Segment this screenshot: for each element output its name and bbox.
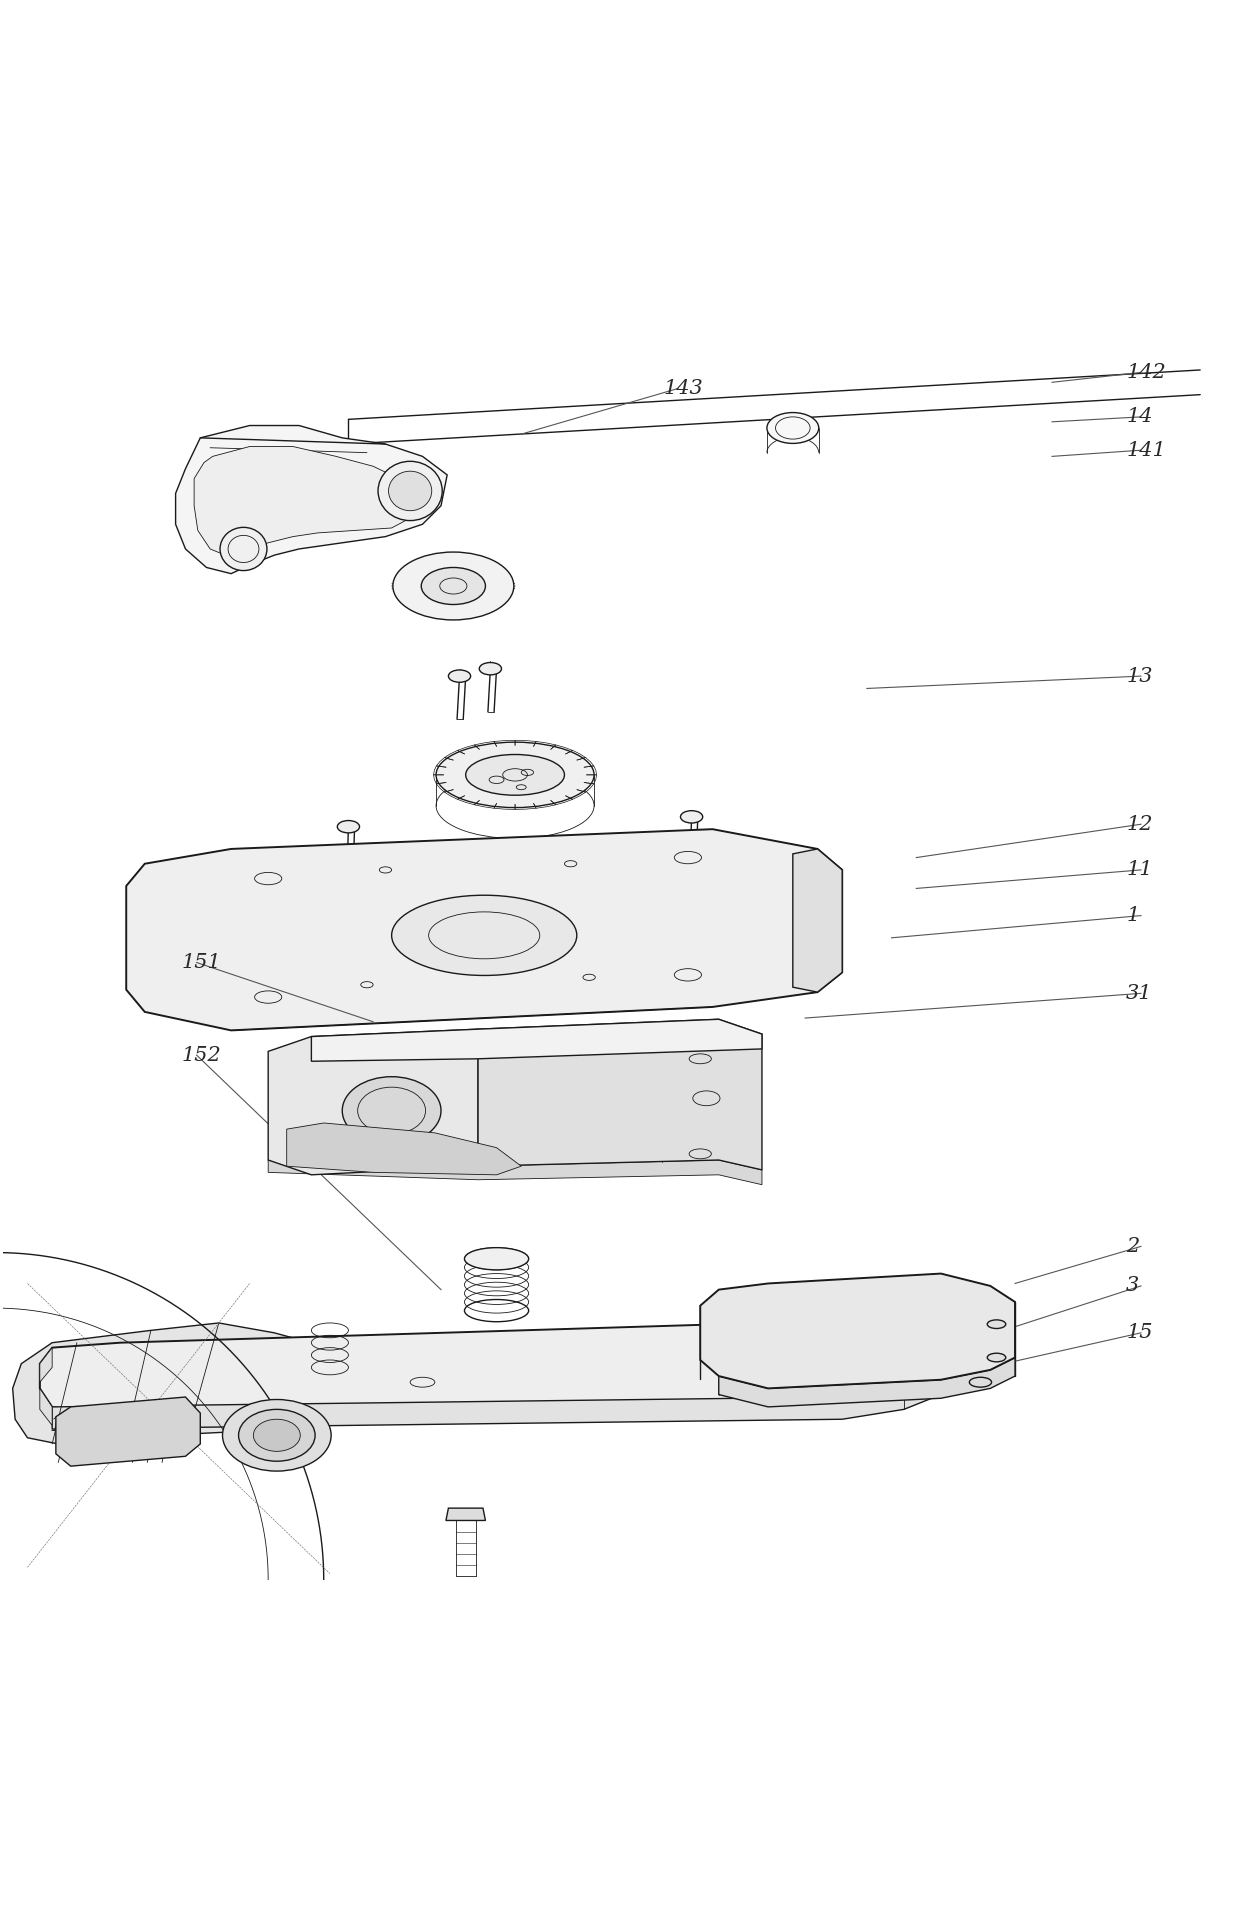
Text: 1: 1 — [1126, 907, 1140, 926]
Ellipse shape — [238, 1409, 315, 1461]
Text: 11: 11 — [1126, 860, 1153, 880]
Text: 152: 152 — [182, 1045, 222, 1065]
Ellipse shape — [466, 755, 564, 795]
Ellipse shape — [449, 670, 471, 681]
Polygon shape — [479, 1018, 761, 1170]
Polygon shape — [701, 1274, 1016, 1388]
Text: 151: 151 — [182, 953, 222, 972]
Text: 12: 12 — [1126, 814, 1153, 834]
Polygon shape — [311, 1018, 761, 1061]
Polygon shape — [126, 830, 842, 1030]
Polygon shape — [56, 1398, 201, 1467]
Ellipse shape — [253, 1419, 300, 1451]
Polygon shape — [286, 1122, 521, 1174]
Ellipse shape — [392, 895, 577, 976]
Polygon shape — [792, 849, 842, 991]
Ellipse shape — [337, 820, 360, 834]
Ellipse shape — [681, 810, 703, 824]
Polygon shape — [52, 1376, 941, 1428]
Ellipse shape — [465, 1247, 528, 1270]
Ellipse shape — [388, 472, 432, 510]
Ellipse shape — [378, 462, 443, 520]
Ellipse shape — [219, 527, 267, 570]
Ellipse shape — [987, 1321, 1006, 1328]
Text: 15: 15 — [1126, 1322, 1153, 1342]
Text: 143: 143 — [663, 379, 703, 398]
Text: 31: 31 — [1126, 984, 1153, 1003]
Polygon shape — [719, 1357, 1016, 1407]
Ellipse shape — [480, 662, 501, 676]
Ellipse shape — [222, 1399, 331, 1471]
Text: 153: 153 — [50, 1417, 89, 1434]
Text: 13: 13 — [1126, 666, 1153, 685]
Text: 3: 3 — [1126, 1276, 1140, 1296]
Polygon shape — [195, 447, 420, 558]
Text: 2: 2 — [1126, 1238, 1140, 1255]
Text: 14: 14 — [1126, 408, 1153, 425]
Ellipse shape — [766, 412, 818, 443]
Ellipse shape — [422, 568, 485, 604]
Polygon shape — [12, 1322, 361, 1444]
Polygon shape — [268, 1030, 479, 1174]
Ellipse shape — [342, 1076, 441, 1145]
Ellipse shape — [693, 1091, 720, 1105]
Text: 142: 142 — [1126, 364, 1166, 381]
Polygon shape — [176, 425, 448, 574]
Ellipse shape — [436, 743, 594, 808]
Ellipse shape — [987, 1353, 1006, 1361]
Polygon shape — [268, 1161, 761, 1184]
Polygon shape — [40, 1348, 52, 1424]
Ellipse shape — [393, 552, 513, 620]
Polygon shape — [40, 1321, 941, 1419]
Polygon shape — [446, 1507, 485, 1521]
Text: 141: 141 — [1126, 441, 1166, 460]
